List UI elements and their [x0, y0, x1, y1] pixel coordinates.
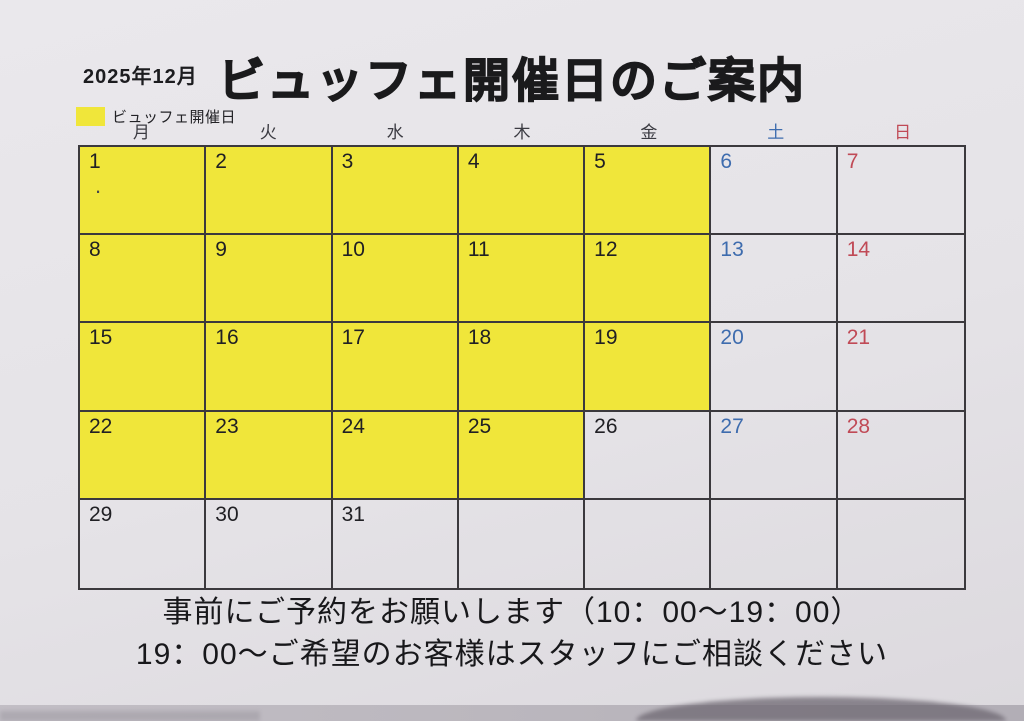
calendar-day-cell — [459, 499, 586, 588]
legend-label: ビュッフェ開催日 — [112, 108, 237, 126]
calendar-day-cell: 17 — [332, 323, 459, 412]
month-label: 2025年12月 — [83, 66, 198, 88]
calendar-day-cell: 12 — [585, 235, 712, 324]
calendar-day-cell — [585, 499, 712, 588]
stray-dot-mark: . — [95, 173, 102, 198]
calendar-day-cell: 13 — [711, 235, 838, 324]
weekday-header: 土 — [767, 123, 785, 142]
day-number: 20 — [720, 326, 744, 350]
day-number: 22 — [89, 414, 113, 438]
calendar-day-cell: 31 — [333, 499, 459, 588]
day-number: 25 — [467, 414, 492, 438]
calendar-day-cell: 19 — [585, 323, 712, 412]
day-number: 7 — [846, 150, 859, 173]
calendar-day-cell: 3 — [332, 147, 459, 236]
day-number: 12 — [594, 238, 618, 262]
day-number: 10 — [341, 238, 365, 262]
day-number: 5 — [594, 150, 606, 173]
footer-line-2: 19：00～ご希望のお客様はスタッフにご相談ください — [135, 638, 889, 671]
day-number: 30 — [215, 502, 239, 526]
day-number: 31 — [341, 502, 365, 526]
day-number: 13 — [720, 238, 744, 262]
calendar-day-cell: 14 — [837, 235, 964, 324]
calendar-day-cell: 2 — [206, 147, 333, 236]
day-number: 27 — [720, 414, 744, 438]
day-number: 29 — [89, 502, 113, 526]
day-number: 26 — [594, 414, 618, 438]
calendar-day-cell: 15 — [80, 323, 207, 412]
calendar-day-cell: 28 — [837, 412, 964, 500]
day-number: 23 — [215, 414, 239, 438]
calendar-day-cell: 20 — [711, 323, 838, 412]
calendar-day-cell: 7 — [837, 147, 964, 236]
highlight-swatch-icon — [76, 106, 105, 126]
calendar-day-cell: 27 — [711, 411, 838, 500]
day-number: 18 — [467, 326, 492, 350]
calendar-day-cell: 30 — [206, 499, 333, 588]
day-number: 28 — [846, 414, 871, 438]
weekday-header: 金 — [640, 123, 658, 142]
day-number: 9 — [215, 238, 227, 262]
paper-edge-shadow-left — [0, 711, 260, 721]
day-number: 21 — [846, 326, 871, 350]
weekday-header: 月 — [132, 123, 150, 142]
weekday-header: 火 — [259, 123, 277, 142]
weekday-header: 木 — [513, 123, 531, 142]
calendar-day-cell: 1. — [80, 147, 207, 236]
day-number: 3 — [341, 150, 354, 173]
calendar-day-cell: 23 — [206, 411, 333, 500]
day-number: 4 — [467, 150, 480, 173]
day-number: 1 — [89, 150, 101, 173]
footer-line-1: 事前にご予約をお願いします（10：00～19：00） — [162, 596, 862, 629]
calendar-day-cell: 29 — [80, 499, 207, 588]
calendar-day-cell: 18 — [458, 323, 586, 412]
calendar-day-cell: 22 — [80, 411, 207, 500]
calendar-day-cell — [838, 500, 964, 588]
day-number: 11 — [467, 238, 490, 262]
day-number: 14 — [846, 238, 871, 262]
calendar-grid: 1. 2 3 4 5 6 7 8 9 10 11 12 13 14 15 16 17 18 19 20 21 22 23 24… — [78, 145, 966, 590]
day-number: 6 — [720, 150, 733, 173]
calendar-day-cell: 21 — [837, 323, 964, 412]
calendar-day-cell: 8 — [80, 235, 207, 324]
day-number: 17 — [341, 326, 365, 350]
day-number: 19 — [594, 326, 618, 350]
weekday-header: 水 — [386, 123, 404, 142]
calendar-day-cell: 25 — [458, 411, 586, 500]
day-number: 24 — [341, 414, 365, 438]
day-number: 8 — [89, 238, 101, 262]
page-title: ビュッフェ開催日のご案内 — [217, 53, 806, 107]
legend: ビュッフェ開催日 — [76, 105, 236, 127]
calendar-day-cell: 11 — [458, 235, 586, 324]
day-number: 2 — [215, 150, 227, 173]
calendar-day-cell: 9 — [206, 235, 333, 324]
calendar-day-cell: 6 — [711, 147, 838, 236]
day-number: 15 — [89, 326, 113, 350]
weekday-header: 日 — [894, 123, 912, 142]
calendar-day-cell — [711, 499, 838, 588]
calendar-day-cell: 4 — [458, 147, 586, 236]
calendar-day-cell: 5 — [585, 147, 712, 236]
footer-notice: 事前にご予約をお願いします（10：00～19：00） 19：00～ご希望のお客様… — [0, 592, 1024, 676]
calendar-day-cell: 16 — [206, 323, 333, 412]
calendar-day-cell: 24 — [332, 411, 459, 500]
day-number: 16 — [215, 326, 239, 350]
calendar-day-cell: 26 — [585, 411, 712, 500]
calendar-day-cell: 10 — [332, 235, 459, 324]
weekday-header-row: 月火水木金土日 — [78, 122, 966, 144]
